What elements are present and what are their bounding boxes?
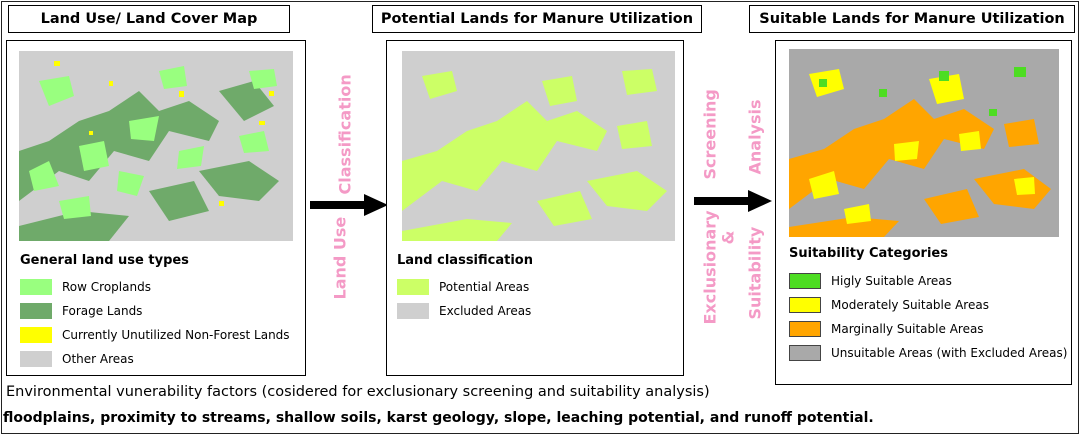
legend-swatch bbox=[789, 321, 821, 337]
legend-label: Other Areas bbox=[62, 352, 134, 366]
legend-item-other-areas: Other Areas bbox=[20, 351, 134, 367]
land-use-map bbox=[19, 51, 293, 241]
panel-suitable-lands: Suitability Categories Higly Suitable Ar… bbox=[775, 40, 1072, 385]
vulnerability-factors-heading: Environmental vunerability factors (cosi… bbox=[6, 384, 710, 400]
arrow-label-ampersand: & bbox=[718, 230, 738, 245]
legend-item-unsuitable: Unsuitable Areas (with Excluded Areas) bbox=[789, 345, 1067, 361]
legend-swatch bbox=[20, 327, 52, 343]
legend-swatch bbox=[397, 303, 429, 319]
legend-swatch bbox=[20, 279, 52, 295]
legend-label: Higly Suitable Areas bbox=[831, 274, 952, 288]
legend-swatch bbox=[789, 273, 821, 289]
legend-label: Currently Unutilized Non-Forest Lands bbox=[62, 328, 290, 342]
legend-swatch bbox=[397, 279, 429, 295]
arrow-label-exclusionary: Exclusionary bbox=[700, 210, 720, 325]
arrow-label-classification: Classification bbox=[335, 74, 355, 195]
legend-item-excluded-areas: Excluded Areas bbox=[397, 303, 531, 319]
arrow-label-suitability: Suitability bbox=[745, 226, 765, 320]
arrow-land-use-classification bbox=[310, 194, 388, 216]
vulnerability-factors-list: floodplains, proximity to streams, shall… bbox=[3, 410, 874, 426]
legend-item-highly-suitable: Higly Suitable Areas bbox=[789, 273, 952, 289]
legend-item-moderately-suitable: Moderately Suitable Areas bbox=[789, 297, 989, 313]
panel-title-land-use: Land Use/ Land Cover Map bbox=[8, 5, 290, 33]
legend-swatch bbox=[20, 303, 52, 319]
legend-item-marginally-suitable: Marginally Suitable Areas bbox=[789, 321, 984, 337]
legend-label: Moderately Suitable Areas bbox=[831, 298, 989, 312]
legend-item-forage-lands: Forage Lands bbox=[20, 303, 142, 319]
legend-swatch bbox=[789, 297, 821, 313]
legend-swatch bbox=[789, 345, 821, 361]
panel-land-use: General land use types Row Croplands For… bbox=[6, 40, 306, 376]
legend-swatch bbox=[20, 351, 52, 367]
arrow-exclusionary-screening bbox=[694, 190, 772, 212]
legend-item-unutilized-lands: Currently Unutilized Non-Forest Lands bbox=[20, 327, 290, 343]
legend-title-land-use: General land use types bbox=[20, 253, 189, 268]
legend-label: Forage Lands bbox=[62, 304, 143, 318]
legend-label: Marginally Suitable Areas bbox=[831, 322, 984, 336]
legend-label: Row Croplands bbox=[62, 280, 151, 294]
potential-lands-map bbox=[402, 51, 675, 241]
legend-item-potential-areas: Potential Areas bbox=[397, 279, 529, 295]
legend-label: Excluded Areas bbox=[439, 304, 532, 318]
legend-item-row-croplands: Row Croplands bbox=[20, 279, 151, 295]
panel-potential-lands: Land classification Potential Areas Excl… bbox=[386, 40, 684, 376]
legend-label: Unsuitable Areas (with Excluded Areas) bbox=[831, 346, 1068, 360]
legend-label: Potential Areas bbox=[439, 280, 530, 294]
arrow-label-land-use: Land Use bbox=[330, 216, 350, 300]
legend-title-suitability: Suitability Categories bbox=[789, 246, 948, 261]
arrow-label-analysis: Analysis bbox=[745, 99, 765, 175]
panel-title-potential-lands: Potential Lands for Manure Utilization bbox=[372, 5, 702, 33]
legend-title-land-classification: Land classification bbox=[397, 253, 533, 268]
suitable-lands-map bbox=[789, 49, 1059, 237]
panel-title-suitable-lands: Suitable Lands for Manure Utilization bbox=[749, 5, 1075, 33]
arrow-label-screening: Screening bbox=[700, 89, 720, 180]
